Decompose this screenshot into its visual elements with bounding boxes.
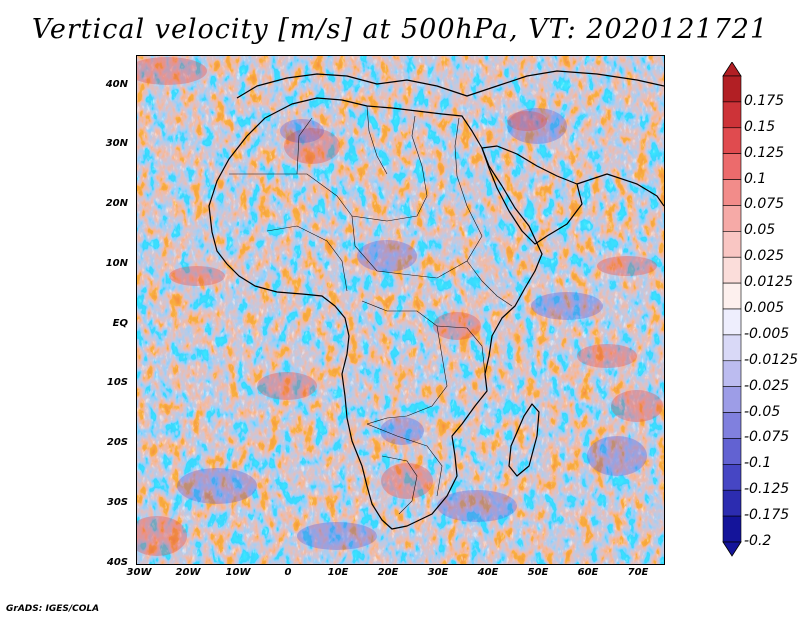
lon-tick-label: 10E [327,567,349,578]
colorbar-tick-label: -0.1 [744,455,772,472]
colorbar-segment [722,334,742,362]
colorbar-segment [722,101,742,129]
colorbar-segment [722,386,742,413]
anomaly-blob [507,108,567,144]
europe-coastline [236,70,664,99]
colorbar-segment [722,360,742,387]
colorbar-tick-label: -0.025 [744,377,790,394]
anomaly-blob [433,312,481,340]
colorbar-tick-label: 0.15 [744,118,776,135]
colorbar-tick-label: 0.005 [744,300,785,316]
colorbar-segment [722,179,742,206]
anomaly-blob [577,344,637,368]
anomaly-blob [297,522,377,550]
colorbar-segment [722,438,742,465]
coastlines [208,70,664,530]
lat-tick-label: 40S [106,557,128,568]
lon-tick-label: 30W [126,567,152,578]
colorbar-tick-label: 0.05 [744,222,776,239]
lon-tick-label: 0 [284,567,292,578]
anomaly-blob [257,372,317,400]
anomaly-blobs [137,57,663,556]
colorbar-tick-label: 0.125 [744,144,785,161]
lat-tick-label: 10S [106,377,128,388]
anomaly-blob [611,390,663,422]
lat-tick-label: 10N [105,258,128,269]
colorbar-max-arrow [722,62,742,77]
anomaly-blob [177,468,257,504]
anomaly-blob [381,463,433,499]
anomaly-blob [507,111,547,131]
colorbar-min-arrow [722,541,742,557]
anomaly-blob [169,266,225,286]
lon-tick-label: 30E [427,567,449,578]
lon-tick-label: 40E [477,567,499,578]
colorbar-tick-label: -0.005 [744,325,790,342]
anomaly-blob [280,119,324,143]
colorbar-segment [722,75,742,103]
colorbar-tick-label: -0.075 [744,429,790,446]
map-panel[interactable] [136,55,665,565]
africa-coastline [208,97,543,530]
grads-credit: GrADS: IGES/COLA [6,604,100,614]
colorbar-segment [722,515,742,543]
lat-tick-label: 30N [105,138,128,149]
lat-tick-label: 20N [105,198,128,209]
lat-tick-label: EQ [112,318,128,329]
colorbar-segment [722,205,742,232]
colorbar-tick-label: 0.075 [744,196,785,213]
lon-tick-label: 10W [225,567,251,578]
colorbar-segment [722,464,742,491]
lon-tick-label: 20W [175,567,201,578]
velocity-streaks [137,56,664,564]
lat-tick-label: 40N [105,79,128,90]
country-borders [229,105,513,515]
lat-tick-label: 30S [106,497,128,508]
colorbar [722,62,742,557]
colorbar-segment [722,231,742,258]
anomaly-blob [137,516,187,556]
anomaly-blob [380,417,424,445]
colorbar-segment [722,153,742,180]
colorbar-segment [722,282,742,310]
velocity-field-map [137,56,664,564]
colorbar-segment [722,489,742,517]
map-title: Vertical velocity [m/s] at 500hPa, VT: 2… [31,14,769,45]
colorbar-tick-label: -0.125 [744,481,790,498]
colorbar-tick-label: -0.175 [744,507,790,524]
madagascar-coastline [508,403,540,477]
colorbar-tick-label: 0.1 [744,170,767,187]
lon-tick-label: 70E [627,567,649,578]
anomaly-blob [437,490,517,522]
iran-india-coastline [576,173,664,207]
lon-tick-label: 60E [577,567,599,578]
arabia-coastline [481,145,583,245]
anomaly-blob [357,240,417,272]
colorbar-tick-label: 0.0125 [744,274,793,291]
colorbar-segment [722,412,742,439]
anomaly-blob [137,57,207,85]
colorbar-segment [722,256,742,284]
colorbar-segment [722,308,742,336]
anomaly-blob [531,292,603,320]
anomaly-blob [587,436,647,476]
colorbar-tick-label: 0.175 [744,92,785,109]
colorbar-segment [722,127,742,154]
colorbar-tick-label: -0.0125 [744,351,799,368]
lat-tick-label: 20S [106,437,128,448]
lon-tick-label: 20E [377,567,399,578]
lon-tick-label: 50E [527,567,549,578]
colorbar-tick-label: -0.05 [744,403,781,420]
colorbar-tick-label: 0.025 [744,248,785,265]
colorbar-tick-label: -0.2 [744,533,772,549]
anomaly-blob [597,256,657,276]
